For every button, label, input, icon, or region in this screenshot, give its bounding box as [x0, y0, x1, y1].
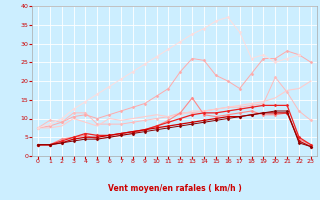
X-axis label: Vent moyen/en rafales ( km/h ): Vent moyen/en rafales ( km/h ): [108, 184, 241, 193]
